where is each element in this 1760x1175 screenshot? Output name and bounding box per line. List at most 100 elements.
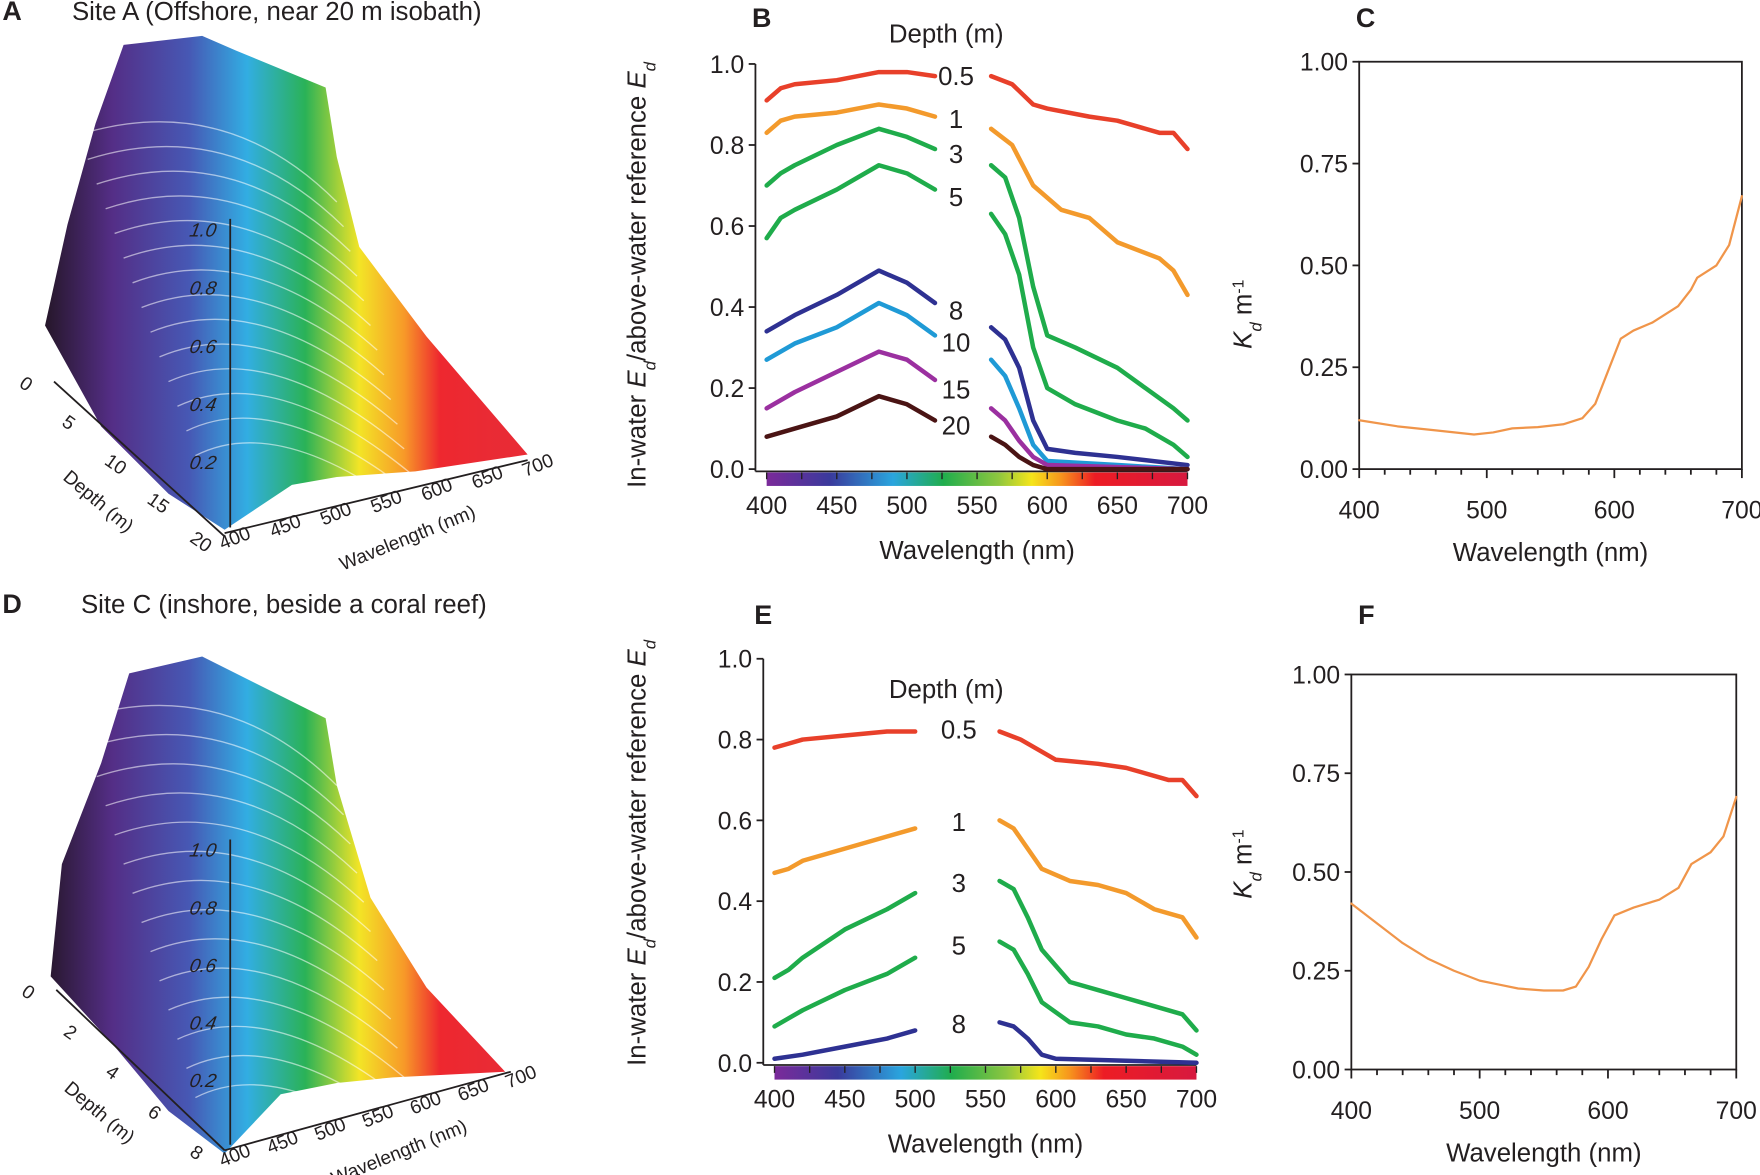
y-tick-label: 0.75 [1300,152,1348,179]
x-tick-label: 700 [1167,493,1208,520]
y-axis-label-part: In-water [623,966,651,1066]
wavelength-axis [224,459,528,534]
depth-tick-label: 10 [101,450,130,479]
depth-profile-line [114,219,365,302]
y-tick-label: 0.00 [1300,457,1348,484]
y-tick-label: 0.6 [710,214,744,241]
series-line [764,349,938,411]
z-tick-label: 1.0 [188,220,218,241]
x-axis-label: Wavelength (nm) [1453,539,1648,567]
x-tick-label: 700 [1716,1098,1757,1125]
y-axis-label-part: -1 [1230,280,1247,294]
depth-profile-line [168,996,405,1078]
depth-profile-line [195,442,425,524]
series-line [988,163,1190,423]
wavelength-axis [224,1070,512,1152]
y-tick-label: 0.50 [1300,253,1348,280]
series-line [764,102,938,136]
depth-profile-line [105,195,358,277]
y-tick-label: 0.4 [718,889,752,916]
depth-profile-line [132,269,378,351]
x-tick-label: 600 [1587,1098,1628,1125]
series-line [988,73,1190,152]
depth-axis [53,380,226,538]
y-axis-label: Kd m-1 [1229,830,1265,899]
x-axis-label: Wavelength (nm) [1446,1140,1641,1168]
series-label-depth: 15 [942,377,971,405]
panel-c: C 0.00 0.25 0.50 0.75 1.00 400 500 600 700 Wavelen… [1229,3,1760,567]
z-tick-label: 1.0 [188,841,218,862]
series-line [772,729,918,750]
z-tick-label: 0.2 [188,453,218,474]
series-label-depth: 20 [942,412,971,440]
series-label-depth: 1 [949,106,963,134]
depth-tick-label: 15 [143,489,172,518]
x-tick-label: 400 [1339,497,1380,524]
y-tick-label: 0.8 [710,133,744,160]
y-axis-label-part: d [640,61,659,71]
x-tick-label: 550 [956,493,997,520]
series-label-depth: 5 [952,932,966,960]
x-tick-label: 650 [1097,493,1138,520]
panel-e: E 0.0 0.2 0.4 0.6 0.8 1.0 400 450 500 550 600 650 700… [623,600,1217,1159]
spectral-surface [45,35,528,530]
y-axis-label-part: K [1229,330,1257,349]
depth-profile-line [141,294,385,376]
x-tick-label: 500 [1459,1098,1500,1125]
y-axis-label-part: d [1246,322,1265,332]
series-label-depth: 3 [949,141,963,169]
wavelength-tick-label: 700 [519,450,556,481]
depth-tick-label: 6 [144,1102,165,1125]
depth-profile-line [105,792,358,874]
y-tick-label: 0.25 [1292,959,1340,986]
depth-profile-line [78,121,338,203]
y-axis-label-part: K [1229,880,1257,899]
series-line [772,890,918,981]
series-label-depth: 3 [952,870,966,898]
series-line [988,211,1190,460]
depth-profile-line [159,967,398,1049]
series-line [764,163,938,241]
z-tick-label: 0.6 [188,956,218,977]
depth-tick-label: 8 [186,1142,207,1165]
legend-title: Depth (m) [889,676,1004,704]
x-tick-label: 550 [965,1087,1006,1114]
series-line [764,126,938,188]
series-line [772,1028,918,1061]
x-tick-label: 700 [1721,497,1760,524]
z-tick-label: 0.8 [188,898,218,919]
depth-profile-line [78,704,338,787]
y-tick-label: 0.4 [710,295,744,322]
wavelength-axis-label: Wavelength (nm) [328,1116,470,1175]
wavelength-tick-label: 550 [359,1101,396,1132]
z-tick-label: 0.6 [188,337,218,358]
depth-axis-label: Depth (m) [59,467,137,538]
panel-label: A [2,0,21,26]
y-axis-label-part: /above-water reference [623,89,651,361]
y-axis-label-part: d [640,938,659,948]
z-tick-label: 0.4 [188,1014,218,1035]
y-tick-label: 1.0 [710,52,744,79]
depth-profile-line [186,417,419,499]
depth-profile-line [150,318,392,401]
z-tick-label: 0.2 [188,1071,218,1092]
series-line [772,826,918,876]
y-tick-label: 0.25 [1300,355,1348,382]
x-axis-label: Wavelength (nm) [888,1131,1083,1159]
series-label-depth: 5 [949,184,963,212]
x-tick-label: 400 [746,493,787,520]
series-line [764,393,938,439]
y-axis-label-part: /above-water reference [623,667,651,939]
depth-profile-line [195,1084,425,1166]
series-line [1350,795,1738,992]
y-tick-label: 0.00 [1292,1057,1340,1084]
series-label-depth: 0.5 [941,716,977,744]
series-line [764,268,938,334]
x-tick-label: 500 [886,493,927,520]
series-line [1358,195,1744,436]
depth-tick-label: 20 [186,528,215,557]
y-tick-label: 0.75 [1292,761,1340,788]
y-axis-label: In-water Ed/above-water reference Ed [623,61,659,488]
depth-profile-line [114,821,365,903]
spectral-surface [50,656,506,1154]
